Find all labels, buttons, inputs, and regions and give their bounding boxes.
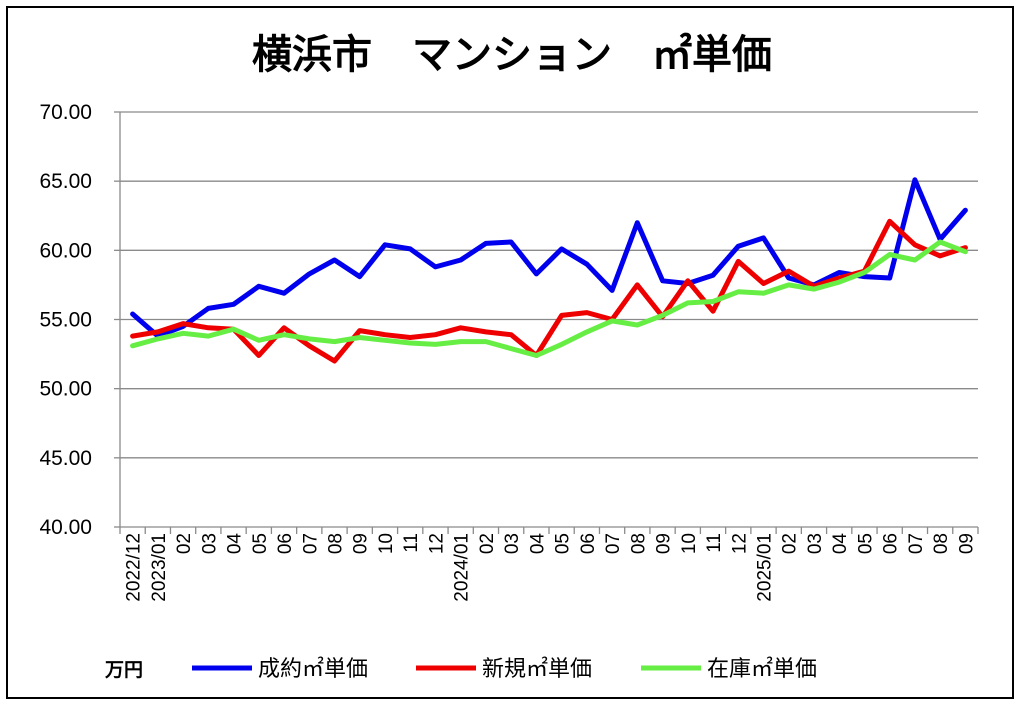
x-tick-label: 12 xyxy=(426,533,447,554)
legend-label-3: 在庫㎡単価 xyxy=(707,656,817,682)
x-tick-label: 11 xyxy=(704,533,725,553)
x-tick-label: 07 xyxy=(300,533,321,554)
chart-title: 横浜市 マンション ㎡単価 xyxy=(252,32,772,78)
y-tick-label: 65.00 xyxy=(39,170,92,193)
x-tick-label: 05 xyxy=(855,533,876,554)
y-tick-label: 45.00 xyxy=(39,447,92,470)
x-tick-label: 06 xyxy=(881,533,902,554)
y-tick-label: 50.00 xyxy=(39,378,92,401)
legend-label-2: 新規㎡単価 xyxy=(482,656,592,682)
unit-label: 万円 xyxy=(104,659,143,681)
x-tick-label: 2023/01 xyxy=(149,533,170,602)
x-tick-label: 05 xyxy=(250,533,271,554)
y-tick-label: 40.00 xyxy=(39,516,92,539)
x-tick-label: 02 xyxy=(174,533,195,554)
x-tick-label: 05 xyxy=(553,533,574,554)
y-tick-label: 60.00 xyxy=(39,239,92,262)
x-tick-label: 11 xyxy=(401,533,422,553)
series-line-3 xyxy=(130,239,968,358)
x-tick-label: 06 xyxy=(275,533,296,554)
x-tick-label: 09 xyxy=(654,533,675,554)
x-tick-label: 04 xyxy=(527,533,548,555)
gridlines xyxy=(114,111,979,534)
x-tick-label: 08 xyxy=(326,533,347,554)
series-line-1 xyxy=(130,177,968,339)
x-tick-label: 2024/01 xyxy=(452,533,473,602)
legend-label-1: 成約㎡単価 xyxy=(258,656,368,682)
chart-frame xyxy=(6,6,1014,699)
x-tick-label: 04 xyxy=(830,533,851,555)
y-tick-label: 70.00 xyxy=(39,101,92,124)
x-tick-label: 02 xyxy=(477,533,498,554)
legend: 万円 成約㎡単価 新規㎡単価 在庫㎡単価 xyxy=(104,656,817,682)
y-axis-ticks: 40.00 45.00 50.00 55.00 60.00 65.00 70.00 xyxy=(39,101,92,539)
x-tick-label: 10 xyxy=(679,533,700,554)
x-tick-label: 03 xyxy=(502,533,523,554)
x-tick-label: 10 xyxy=(376,533,397,554)
x-tick-label: 07 xyxy=(603,533,624,554)
x-tick-label: 04 xyxy=(225,533,246,555)
x-tick-label: 2025/01 xyxy=(755,533,776,602)
x-tick-label: 09 xyxy=(351,533,372,554)
x-tick-label: 06 xyxy=(578,533,599,554)
x-tick-label: 02 xyxy=(780,533,801,554)
x-tick-label: 03 xyxy=(199,533,220,554)
series-line-2 xyxy=(130,218,968,364)
x-tick-label: 09 xyxy=(956,533,977,554)
x-tick-label: 12 xyxy=(729,533,750,554)
x-tick-label: 08 xyxy=(628,533,649,554)
y-tick-label: 55.00 xyxy=(39,309,92,332)
series-lines xyxy=(130,177,968,364)
x-tick-label: 08 xyxy=(931,533,952,554)
x-tick-label: 03 xyxy=(805,533,826,554)
x-tick-label: 2022/12 xyxy=(124,533,145,602)
x-axis-ticks: 2022/12 2023/01 02 03 04 05 06 07 08 09 10 11 12 2024… xyxy=(124,533,978,602)
x-tick-label: 07 xyxy=(906,533,927,554)
